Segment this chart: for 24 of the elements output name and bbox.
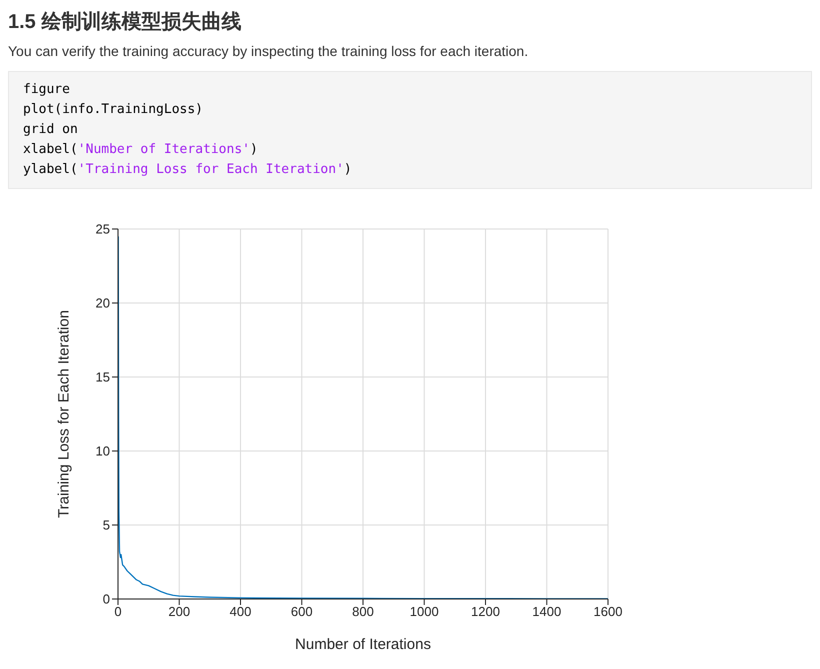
text: xlabel('Number of Iterations')	[23, 142, 258, 157]
text: plot(info.TrainingLoss)	[23, 102, 204, 117]
x-tick-label: 600	[290, 604, 313, 620]
x-tick-label: 200	[168, 604, 190, 620]
y-tick-label: 25	[96, 222, 110, 237]
text: ylabel('Training Loss for Each Iteration')	[23, 162, 352, 177]
x-tick-label: 1400	[532, 604, 562, 620]
y-tick-label: 5	[102, 518, 110, 533]
y-tick-label: 0	[102, 592, 110, 607]
x-tick-label: 400	[230, 604, 252, 620]
text: grid on	[23, 122, 78, 137]
y-tick-label: 10	[96, 444, 110, 459]
text: figure	[23, 82, 70, 97]
x-axis-title: Number of Iterations	[295, 636, 431, 653]
chart-title: 1.5 绘制训练模型损失曲线	[8, 10, 242, 35]
x-tick-label: 800	[352, 604, 374, 620]
x-tick-label: 1000	[410, 604, 439, 620]
y-tick-label: 15	[96, 370, 110, 385]
x-tick-label: 0	[114, 604, 122, 620]
x-tick-label: 1200	[471, 604, 500, 620]
y-tick-label: 20	[96, 296, 110, 311]
chart-subtitle: You can verify the training accuracy by inspecting the training loss for each iteration.	[8, 43, 530, 59]
x-tick-label: 1600	[594, 604, 622, 620]
y-axis-title: Training Loss for Each Iteration	[55, 310, 72, 518]
